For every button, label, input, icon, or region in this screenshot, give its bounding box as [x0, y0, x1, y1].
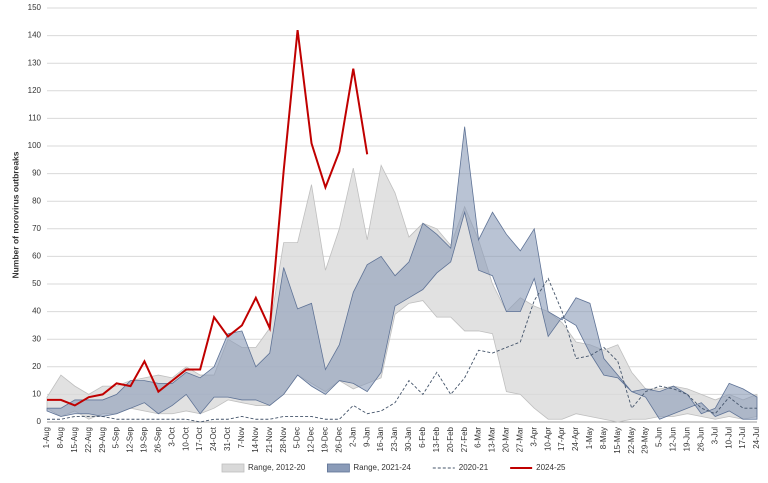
legend-label: 2024-25 — [536, 463, 566, 472]
x-tick-label: 19-Jun — [683, 427, 692, 451]
x-tick-label: 17-Jul — [738, 427, 747, 449]
x-tick-label: 26-Sep — [153, 426, 162, 452]
x-tick-label: 20-Mar — [502, 427, 511, 453]
x-tick-label: 12-Jun — [669, 427, 678, 451]
x-tick-label: 3-Jul — [710, 427, 719, 445]
y-tick-label: 50 — [32, 279, 41, 288]
y-tick-label: 120 — [28, 86, 42, 95]
x-tick-label: 26-Jun — [696, 427, 705, 451]
x-tick-label: 19-Sep — [140, 426, 149, 452]
x-tick-label: 24-Oct — [209, 426, 218, 451]
x-tick-label: 26-Dec — [334, 427, 343, 453]
x-tick-label: 21-Nov — [265, 427, 274, 453]
y-tick-label: 150 — [28, 3, 42, 12]
series-line — [47, 29, 369, 407]
y-tick-label: 90 — [32, 169, 41, 178]
y-tick-label: 80 — [32, 196, 41, 205]
x-tick-label: 6-Feb — [418, 426, 427, 447]
x-tick-label: 28-Nov — [279, 427, 288, 453]
legend-label: 2020-21 — [459, 463, 489, 472]
y-tick-label: 110 — [28, 114, 41, 123]
x-tick-label: 24-Jul — [752, 427, 761, 449]
x-tick-label: 12-Dec — [307, 427, 316, 453]
x-tick-label: 10-Oct — [181, 426, 190, 451]
x-tick-label: 15-May — [613, 427, 622, 454]
y-tick-label: 0 — [37, 417, 42, 426]
x-tick-label: 10-Jul — [724, 427, 733, 449]
x-tick-label: 5-Dec — [293, 427, 302, 448]
legend-swatch — [326, 463, 350, 473]
x-tick-label: 12-Sep — [126, 426, 135, 452]
x-tick-label: 27-Mar — [515, 427, 524, 453]
x-tick-label: 6-Mar — [474, 427, 483, 448]
x-tick-label: 24-Apr — [571, 427, 580, 451]
x-tick-label: 27-Feb — [460, 426, 469, 452]
y-tick-label: 70 — [32, 224, 41, 233]
x-tick-label: 22-May — [627, 427, 636, 454]
y-tick-label: 20 — [32, 362, 41, 371]
x-tick-label: 15-Aug — [70, 427, 79, 453]
y-tick-label: 30 — [32, 334, 41, 343]
x-tick-label: 5-Jun — [655, 427, 664, 447]
x-tick-label: 13-Feb — [432, 426, 441, 452]
x-tick-label: 9-Jan — [362, 427, 371, 447]
x-tick-label: 19-Dec — [321, 427, 330, 453]
x-tick-label: 1-Aug — [42, 427, 51, 448]
y-axis-label: Number of norovirus outbreaks — [10, 151, 20, 278]
legend-label: Range, 2012-20 — [248, 463, 306, 472]
x-tick-label: 8-Aug — [56, 427, 65, 448]
x-tick-label: 7-Nov — [237, 427, 246, 448]
y-tick-label: 130 — [28, 58, 42, 67]
x-tick-label: 30-Jan — [404, 427, 413, 451]
x-tick-label: 14-Nov — [251, 427, 260, 453]
x-tick-label: 20-Feb — [446, 426, 455, 452]
x-tick-label: 3-Apr — [529, 427, 538, 447]
y-tick-label: 60 — [32, 252, 41, 261]
x-tick-label: 23-Jan — [390, 427, 399, 451]
x-tick-label: 29-Aug — [98, 427, 107, 453]
x-tick-label: 2-Jan — [348, 427, 357, 447]
legend-label: Range, 2021-24 — [353, 463, 411, 472]
y-tick-label: 10 — [32, 390, 41, 399]
y-tick-label: 40 — [32, 307, 41, 316]
y-tick-label: 100 — [28, 141, 42, 150]
x-tick-label: 16-Jan — [376, 427, 385, 451]
x-tick-label: 10-Apr — [543, 427, 552, 451]
x-tick-label: 31-Oct — [223, 426, 232, 451]
x-tick-label: 13-Mar — [488, 427, 497, 453]
x-tick-label: 29-May — [641, 427, 650, 454]
range-band — [46, 126, 758, 420]
x-tick-label: 22-Aug — [84, 427, 93, 453]
x-tick-label: 1-May — [585, 427, 594, 449]
legend-swatch — [221, 463, 245, 473]
x-tick-label: 17-Apr — [557, 427, 566, 451]
x-tick-label: 5-Sep — [112, 426, 121, 448]
y-tick-label: 140 — [28, 31, 42, 40]
x-tick-label: 3-Oct — [167, 426, 176, 446]
x-tick-label: 17-Oct — [195, 426, 204, 451]
x-tick-label: 8-May — [599, 427, 608, 449]
